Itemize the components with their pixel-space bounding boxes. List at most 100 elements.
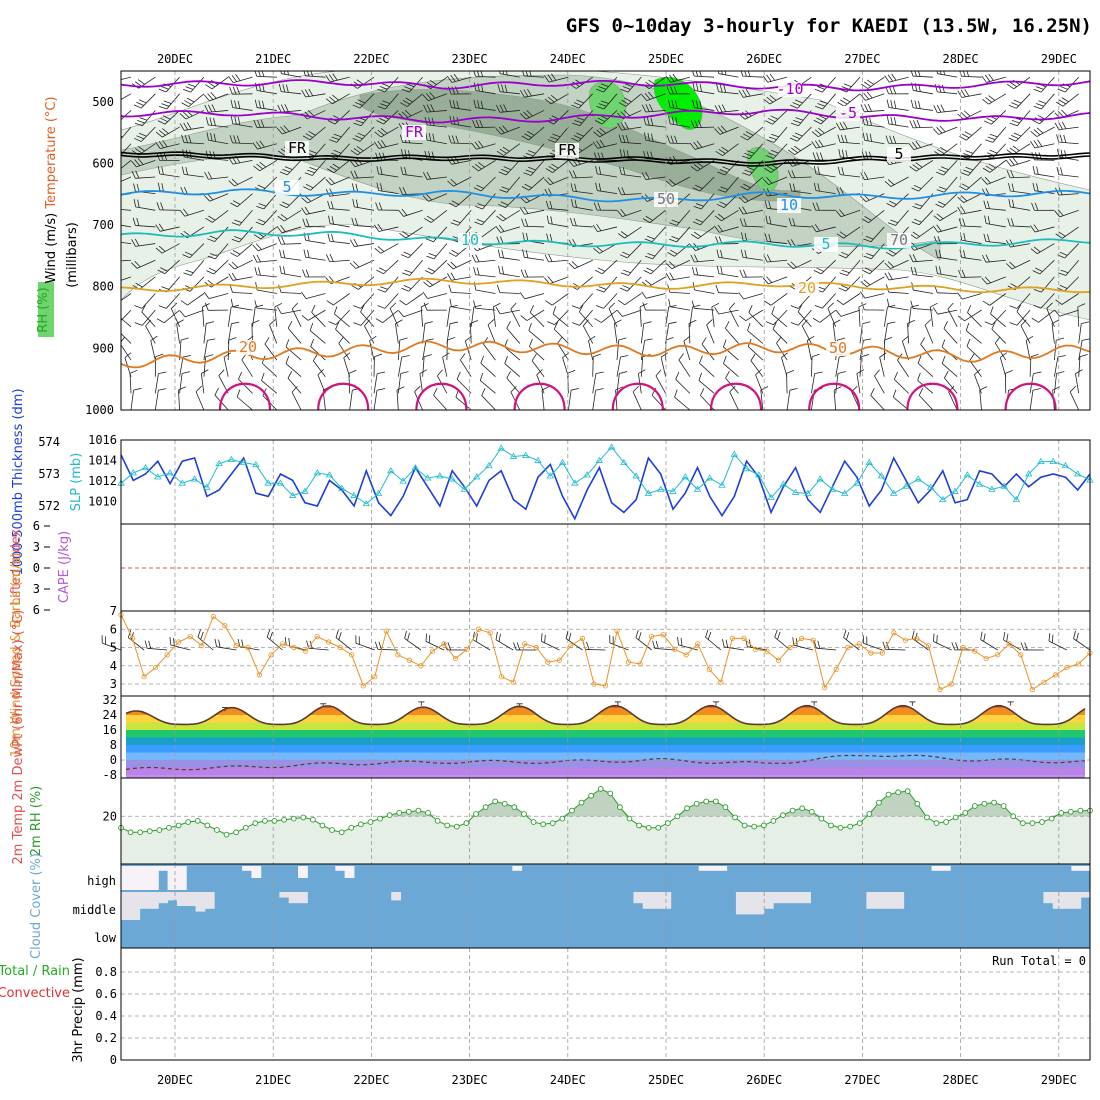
wind-barb	[999, 357, 1007, 377]
slp-point	[227, 455, 236, 462]
wind-barb-flag	[650, 117, 654, 126]
wind-barb-flag	[724, 321, 730, 329]
slp-point	[497, 444, 505, 451]
wind-barb-flag	[599, 139, 605, 147]
cloud-high-gap	[176, 866, 187, 890]
wind-barb	[528, 330, 545, 344]
wind-barb	[274, 306, 278, 327]
wind-barb-flag	[598, 183, 602, 192]
wind-barb-flag	[112, 201, 114, 209]
wind-barb-flag	[449, 304, 458, 308]
wind-barb-flag	[547, 74, 553, 82]
wind-barb-flag	[765, 215, 768, 224]
wind-barb-flag	[969, 353, 975, 361]
wind-barb-flag	[938, 249, 942, 258]
wind-barb-flag	[301, 291, 307, 299]
wind-barb-flag	[597, 117, 606, 122]
wind-barb-flag	[887, 222, 896, 226]
wind-barb-flag	[380, 128, 388, 134]
rh-point	[358, 821, 364, 828]
wind-barb-flag	[205, 84, 213, 90]
wind-barb-flag	[307, 249, 310, 258]
wind-barb-flag	[502, 125, 509, 132]
wind-barb-flag	[595, 388, 604, 391]
wind-barb-flag	[449, 115, 452, 124]
cloud-middle-gap	[148, 892, 159, 909]
wind-barb-flag	[524, 218, 529, 227]
cloud-middle-gap	[1043, 892, 1054, 904]
wind-barb-flag	[448, 202, 457, 208]
slp-point	[939, 495, 947, 503]
wind-barb	[894, 379, 909, 394]
wind-barb	[729, 308, 739, 327]
wind-barb-flag	[674, 135, 678, 144]
wind-barb-flag	[139, 117, 148, 121]
wind-barb-flag	[138, 99, 147, 104]
rh-point	[904, 788, 911, 794]
wind-barb-flag	[647, 132, 650, 141]
wind-barb	[827, 308, 837, 327]
rh-point	[856, 820, 863, 826]
wind-barb-flag	[184, 186, 188, 195]
wind-barb-flag	[282, 250, 286, 259]
wind-barb-flag	[456, 371, 461, 380]
wind-barb-flag	[426, 81, 434, 88]
wind-barb-flag	[917, 355, 922, 364]
wind-barb-flag	[231, 261, 239, 268]
slp-point	[583, 471, 591, 478]
wind-barb-flag	[961, 183, 970, 189]
wind-barb-flag	[655, 640, 659, 649]
wind-barb-flag	[377, 88, 386, 93]
wind-barb-flag	[914, 267, 917, 276]
wind-barb-flag	[525, 232, 529, 241]
wind-barb-flag	[332, 94, 339, 101]
wind-barb-flag	[1054, 122, 1060, 130]
wind-barb-flag	[668, 115, 671, 124]
wind-barb-flag	[130, 160, 137, 168]
wind-barb	[615, 390, 618, 410]
wind-barb-flag	[672, 73, 678, 81]
wind-barb-flag	[231, 75, 238, 82]
cloud-middle-gap	[158, 892, 169, 904]
wind-barb-flag	[571, 137, 579, 142]
wind-barb-flag	[616, 310, 623, 317]
wind-barb-flag	[180, 300, 188, 306]
rh-point	[943, 819, 949, 825]
wind-barb-flag	[718, 148, 726, 154]
wind-axis-label: 10m Wind Speed & Barbs (m/s)	[9, 553, 24, 758]
rh-point	[847, 823, 853, 830]
wind-barb-flag	[255, 243, 262, 250]
wind-barb-flag	[208, 215, 216, 221]
wind-barb-flag	[1036, 183, 1039, 192]
wind-barb-flag	[688, 319, 697, 324]
wind-barb	[1073, 638, 1091, 651]
wind-barb-flag	[859, 94, 866, 101]
wind-barb-flag	[957, 90, 963, 98]
wind-barb-flag	[252, 244, 259, 252]
temperature-tick-label: -8	[103, 768, 117, 782]
wind-barb-flag	[1058, 99, 1067, 105]
wind-barb-flag	[448, 252, 457, 257]
wind-barb-flag	[448, 284, 452, 293]
wind-barb-flag	[479, 372, 484, 381]
wind-barb-flag	[235, 74, 241, 81]
wind-barb	[121, 333, 132, 344]
wind-barb-flag	[909, 233, 917, 239]
wind-barb	[797, 311, 812, 328]
wind-barb-flag	[157, 269, 165, 275]
wind-barb-flag	[180, 337, 189, 341]
wind-barb-flag	[614, 319, 622, 324]
rh-point	[837, 824, 844, 831]
wind-barb	[261, 362, 278, 378]
wind-barb-flag	[619, 371, 628, 374]
cloud-middle-gap	[642, 892, 653, 909]
wind-barb-flag	[256, 163, 264, 170]
wind-barb-flag	[276, 306, 282, 314]
wind-barb-flag	[893, 371, 898, 380]
wind-barb-flag	[447, 273, 452, 281]
wind-barb-flag	[648, 79, 656, 85]
cloud-high-gap	[130, 866, 141, 890]
wind-speed-point	[822, 685, 828, 691]
wind-barb-flag	[917, 71, 921, 77]
